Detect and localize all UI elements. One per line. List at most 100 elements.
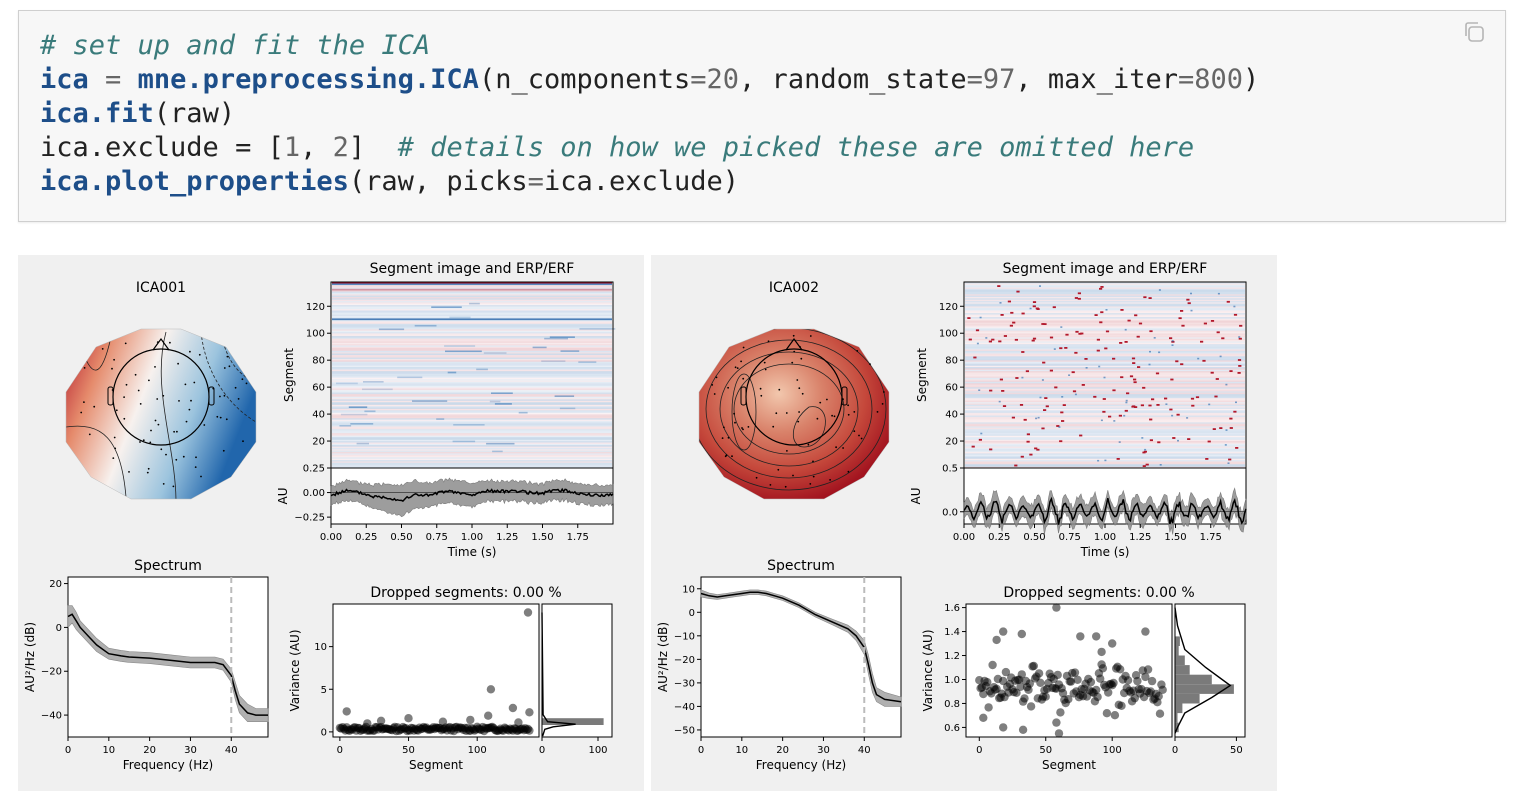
contour [705,339,873,479]
segment-row [332,330,612,333]
segment-spike [1097,459,1100,462]
segment-spike [989,448,993,451]
segment-spike [1041,379,1044,381]
sensor-dot [101,348,104,350]
segment-row [965,318,1245,321]
segment-row [332,304,612,307]
spectrum-xlabel: Frequency (Hz) [123,758,214,772]
segment-row [332,380,612,383]
left-ear [107,386,114,406]
segment-spike [1134,406,1138,408]
sensor-dot [812,475,815,478]
variance-point [999,723,1008,732]
segment-spike [1120,309,1124,311]
segment-spike [1140,404,1144,407]
segment-row [332,284,612,287]
sensor-dot [792,474,794,477]
y-tick-label: 40 [945,410,958,421]
y-tick-label: 20 [312,437,325,448]
sensor-dot [826,398,828,401]
y-tick-label: 1.6 [944,603,960,614]
segment-spike [1233,410,1237,413]
segment-row [332,311,612,314]
segment-spike [1056,425,1060,427]
segment-row [332,333,612,335]
segment-row [965,368,1245,370]
sensor-dot [733,412,735,415]
sensor-dot [93,405,96,408]
segment-row [332,451,612,454]
sensor-dot [219,395,221,398]
y-tick-label: 20 [49,579,62,590]
x-tick-label: 1.00 [461,532,483,543]
segment-row [965,360,1245,362]
variance-point [486,685,496,694]
code-token: , [300,132,333,163]
segment-spike [1225,383,1228,386]
sensor-dot [241,378,244,381]
contour [699,329,887,491]
variance-xlabel: Segment [1042,758,1096,772]
variance-point [1017,629,1026,639]
segment-row [965,423,1245,426]
x-tick-label: 0.00 [320,532,342,543]
segment-spike [1190,309,1193,312]
segment-row [965,344,1245,346]
segment-row [332,439,612,442]
segment-blob [444,345,476,347]
y-tick-label: −30 [674,678,695,689]
segment-spike [1229,417,1233,420]
segment-row [965,304,1245,307]
y-tick-label: 0.00 [303,488,325,499]
segment-row [965,298,1245,300]
segment-row [332,431,612,434]
sensor-dot [198,353,201,356]
y-tick-label: 0.6 [944,723,960,734]
segment-row [965,311,1245,314]
x-tick-label: 100 [588,745,607,756]
segment-row [332,383,612,385]
segment-row [332,310,612,312]
segment-row [332,325,612,327]
code-token: ica [40,64,89,95]
sensor-dot [860,437,863,440]
segment-blob [469,302,480,305]
sensor-dot [162,394,165,397]
segment-spike [1132,405,1136,408]
segment-row [332,341,612,343]
segment-blob [340,413,368,416]
sensor-dot [741,427,743,429]
segment-row [332,392,612,395]
segment-blob [532,346,547,349]
segment-row [332,422,612,424]
copy-icon[interactable] [1461,19,1487,45]
segment-spike [1137,366,1141,368]
segment-spike [1023,418,1027,421]
sensor-dot [847,413,850,416]
erp-ylabel: AU [276,488,290,505]
segment-row [965,442,1245,445]
segment-row [332,326,612,329]
segment-row [965,380,1245,383]
code-token: = [966,64,983,95]
variance-point [1086,677,1096,687]
variance-histogram: 0 50 [1172,603,1246,756]
segment-spike [1074,297,1078,299]
segment-row [965,432,1245,435]
segment-spike [1077,297,1081,300]
segment-blob [364,410,376,413]
topomap-field [66,329,256,499]
variance-point [1098,664,1108,673]
segment-spike [1202,359,1206,362]
x-tick-label: 40 [225,745,238,756]
segment-spike [1229,370,1233,372]
segment-spike [1072,390,1077,393]
variance-point [1064,695,1073,704]
segment-spike [1009,324,1013,327]
segment-row [965,457,1245,459]
sensor-dot [798,387,801,390]
segment-row [965,465,1245,467]
segment-row [965,327,1245,330]
segment-spike [1007,300,1011,303]
segment-row [332,323,612,326]
